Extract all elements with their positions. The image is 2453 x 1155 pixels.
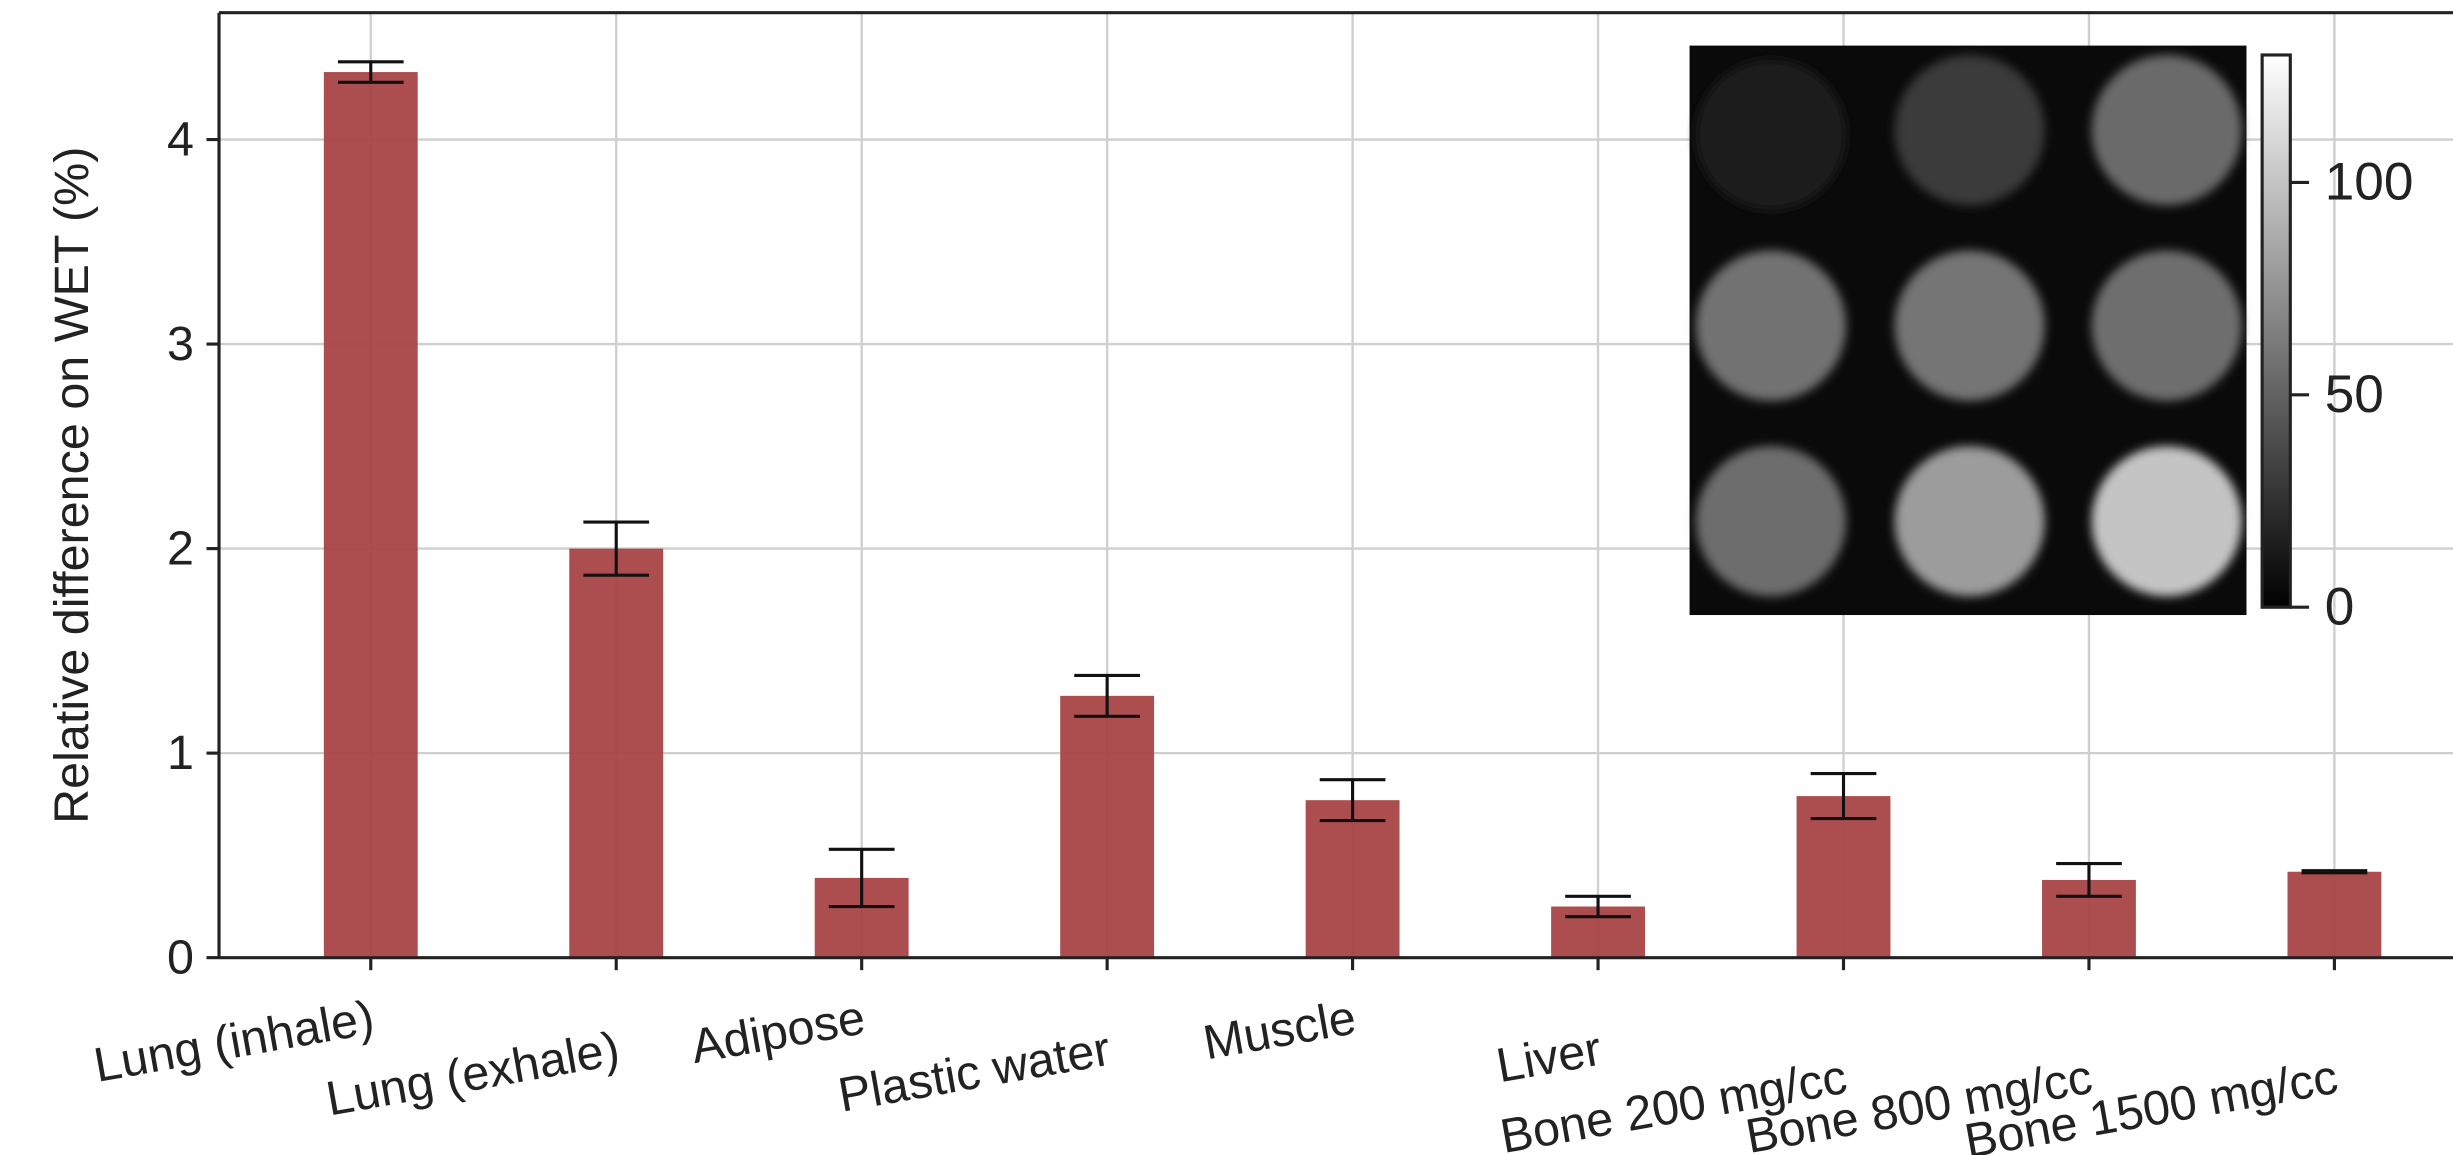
y-tick-label: 3 — [167, 317, 194, 371]
colorbar — [2262, 55, 2290, 607]
colorbar-ticks: 0 50 100 — [2290, 153, 2413, 637]
colorbar-tick-label: 50 — [2325, 365, 2384, 424]
x-tick-label: Liver — [1492, 1022, 1605, 1093]
y-tick-label: 1 — [167, 726, 194, 780]
x-tick-label: Plastic water — [834, 1022, 1114, 1123]
bar — [2287, 872, 2381, 958]
inset-image — [1690, 46, 2247, 615]
colorbar-tick-label: 100 — [2325, 153, 2414, 212]
bar — [569, 549, 663, 958]
y-tick-label: 0 — [167, 931, 194, 985]
y-tick-label: 2 — [167, 522, 194, 576]
y-axis-label: Relative difference on WET (%) — [45, 147, 99, 824]
bar — [1060, 696, 1154, 958]
y-tick-label: 4 — [167, 112, 194, 166]
bar — [324, 72, 418, 958]
bar — [1797, 796, 1891, 958]
error-bar — [2302, 871, 2368, 873]
chart: Relative difference on WET (%) 0 50 100 0 1… — [0, 0, 2453, 1155]
x-tick-label: Adipose — [687, 991, 869, 1075]
colorbar-tick-label: 0 — [2325, 577, 2355, 636]
bar — [1306, 800, 1400, 957]
x-tick-label: Muscle — [1199, 991, 1360, 1071]
